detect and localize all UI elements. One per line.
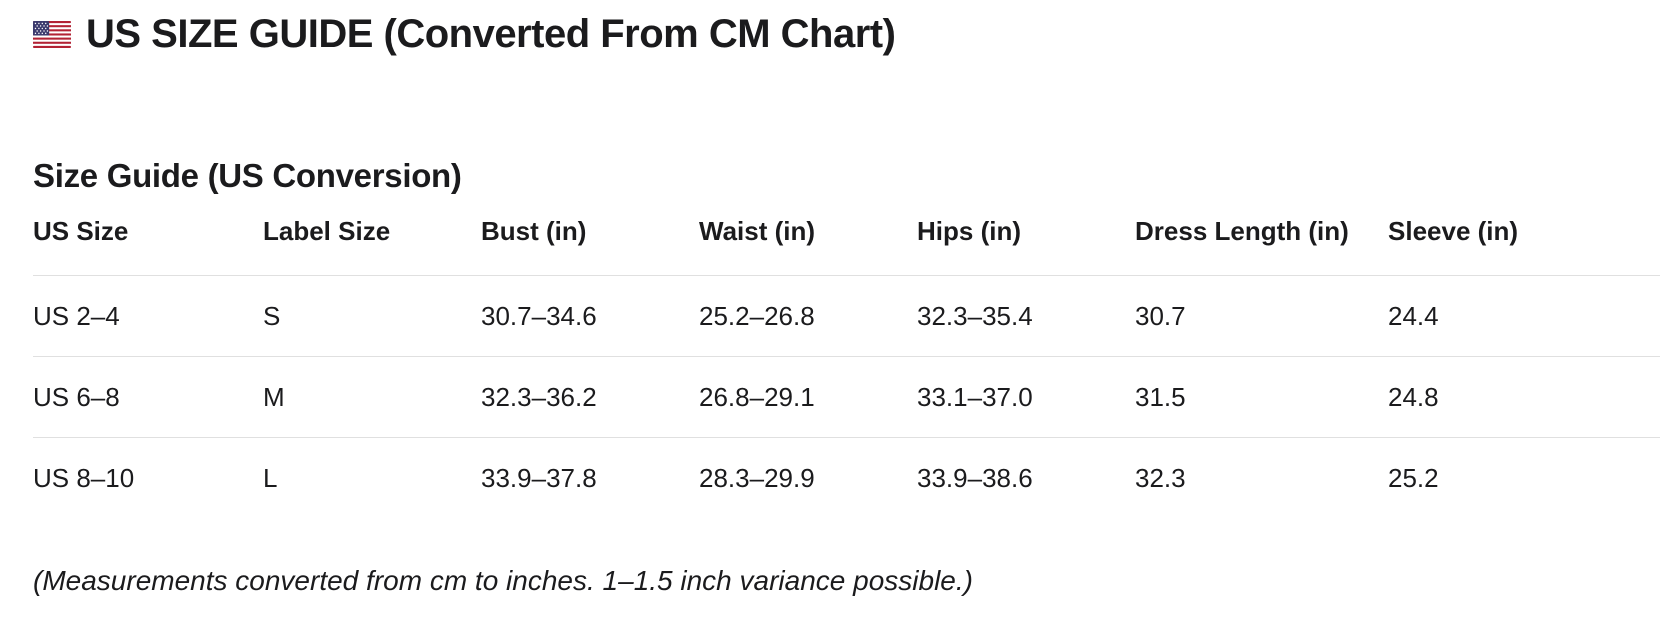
table-header-row: US Size Label Size Bust (in) Waist (in) … <box>33 210 1660 276</box>
footnote: (Measurements converted from cm to inche… <box>33 564 973 596</box>
cell-us-size: US 8–10 <box>33 462 135 493</box>
cell-waist: 26.8–29.1 <box>699 356 917 438</box>
cell-label-size: S <box>263 275 481 357</box>
column-header-sleeve: Sleeve (in) <box>1388 210 1660 276</box>
cell-us-size: US 2–4 <box>33 275 263 357</box>
size-guide-page: US SIZE GUIDE (Converted From CM Chart) … <box>0 10 1660 620</box>
page-header: US SIZE GUIDE (Converted From CM Chart) <box>33 10 1660 58</box>
cell-waist: 25.2–26.8 <box>699 275 917 357</box>
size-guide-table: US Size Label Size Bust (in) Waist (in) … <box>33 210 1660 519</box>
cell-label-size: M <box>263 356 481 438</box>
cell-sleeve: 24.4 <box>1388 275 1660 357</box>
cell-dress-length: 30.7 <box>1135 275 1388 357</box>
column-header-us-size: US Size <box>33 210 263 276</box>
cell-hips: 32.3–35.4 <box>917 275 1135 357</box>
cell-waist: 28.3–29.9 <box>699 462 815 493</box>
us-flag-icon <box>33 20 71 48</box>
cell-sleeve: 25.2 <box>1388 462 1439 493</box>
cell-hips: 33.1–37.0 <box>917 356 1135 438</box>
cell-bust: 30.7–34.6 <box>481 275 699 357</box>
column-header-waist: Waist (in) <box>699 210 917 276</box>
cell-bust: 32.3–36.2 <box>481 356 699 438</box>
cell-sleeve: 24.8 <box>1388 356 1660 438</box>
table-row: US 2–4 S 30.7–34.6 25.2–26.8 32.3–35.4 3… <box>33 275 1660 357</box>
cell-hips: 33.9–38.6 <box>917 462 1033 493</box>
column-header-label-size: Label Size <box>263 210 481 276</box>
column-header-bust: Bust (in) <box>481 210 699 276</box>
cell-dress-length: 32.3 <box>1135 462 1186 493</box>
page-title: US SIZE GUIDE (Converted From CM Chart) <box>86 11 896 56</box>
section-heading: Size Guide (US Conversion) <box>33 157 462 194</box>
column-header-hips: Hips (in) <box>917 210 1135 276</box>
table-row: US 6–8 M 32.3–36.2 26.8–29.1 33.1–37.0 3… <box>33 356 1660 438</box>
table-row: US 8–10 L 33.9–37.8 28.3–29.9 33.9–38.6 … <box>33 438 1660 519</box>
cell-us-size: US 6–8 <box>33 356 263 438</box>
cell-label-size: L <box>263 462 278 493</box>
column-header-dress-length: Dress Length (in) <box>1135 210 1388 276</box>
cell-dress-length: 31.5 <box>1135 356 1388 438</box>
cell-bust: 33.9–37.8 <box>481 462 597 493</box>
